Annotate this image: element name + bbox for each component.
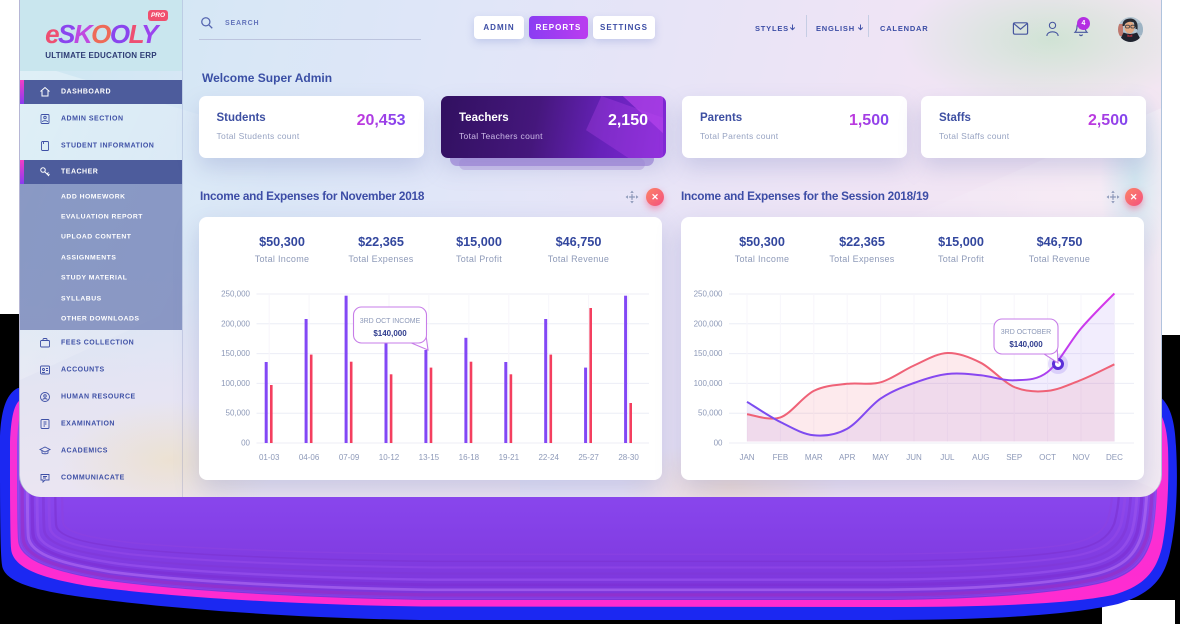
svg-text:JUN: JUN xyxy=(906,453,922,462)
svg-text:07-09: 07-09 xyxy=(338,453,359,462)
svg-text:19-21: 19-21 xyxy=(498,453,519,462)
svg-text:150,000: 150,000 xyxy=(221,349,250,358)
svg-text:DEC: DEC xyxy=(1106,453,1123,462)
svg-text:AUG: AUG xyxy=(972,453,989,462)
svg-text:200,000: 200,000 xyxy=(221,319,250,328)
svg-text:13-15: 13-15 xyxy=(418,453,439,462)
svg-text:00: 00 xyxy=(241,439,250,448)
svg-text:22-24: 22-24 xyxy=(538,453,559,462)
svg-text:200,000: 200,000 xyxy=(694,319,723,328)
svg-text:04-06: 04-06 xyxy=(298,453,319,462)
svg-text:01-03: 01-03 xyxy=(258,453,279,462)
svg-text:3RD OCT INCOME: 3RD OCT INCOME xyxy=(359,318,420,325)
svg-text:$140,000: $140,000 xyxy=(1009,340,1043,349)
svg-text:250,000: 250,000 xyxy=(694,290,723,299)
svg-text:25-27: 25-27 xyxy=(578,453,599,462)
svg-text:SEP: SEP xyxy=(1006,453,1022,462)
svg-text:MAR: MAR xyxy=(805,453,823,462)
svg-text:OCT: OCT xyxy=(1039,453,1056,462)
svg-text:50,000: 50,000 xyxy=(698,409,723,418)
svg-text:APR: APR xyxy=(839,453,856,462)
svg-text:3RD OCTOBER: 3RD OCTOBER xyxy=(1001,329,1051,336)
svg-text:50,000: 50,000 xyxy=(225,409,250,418)
svg-text:00: 00 xyxy=(714,439,723,448)
svg-text:100,000: 100,000 xyxy=(221,379,250,388)
svg-text:JAN: JAN xyxy=(739,453,754,462)
svg-text:16-18: 16-18 xyxy=(458,453,479,462)
svg-text:JUL: JUL xyxy=(940,453,955,462)
svg-text:FEB: FEB xyxy=(773,453,789,462)
svg-text:$140,000: $140,000 xyxy=(373,329,407,338)
svg-text:150,000: 150,000 xyxy=(694,349,723,358)
svg-text:100,000: 100,000 xyxy=(694,379,723,388)
svg-text:NOV: NOV xyxy=(1072,453,1090,462)
svg-text:250,000: 250,000 xyxy=(221,290,250,299)
svg-text:MAY: MAY xyxy=(872,453,889,462)
svg-text:10-12: 10-12 xyxy=(378,453,399,462)
svg-text:28-30: 28-30 xyxy=(618,453,639,462)
